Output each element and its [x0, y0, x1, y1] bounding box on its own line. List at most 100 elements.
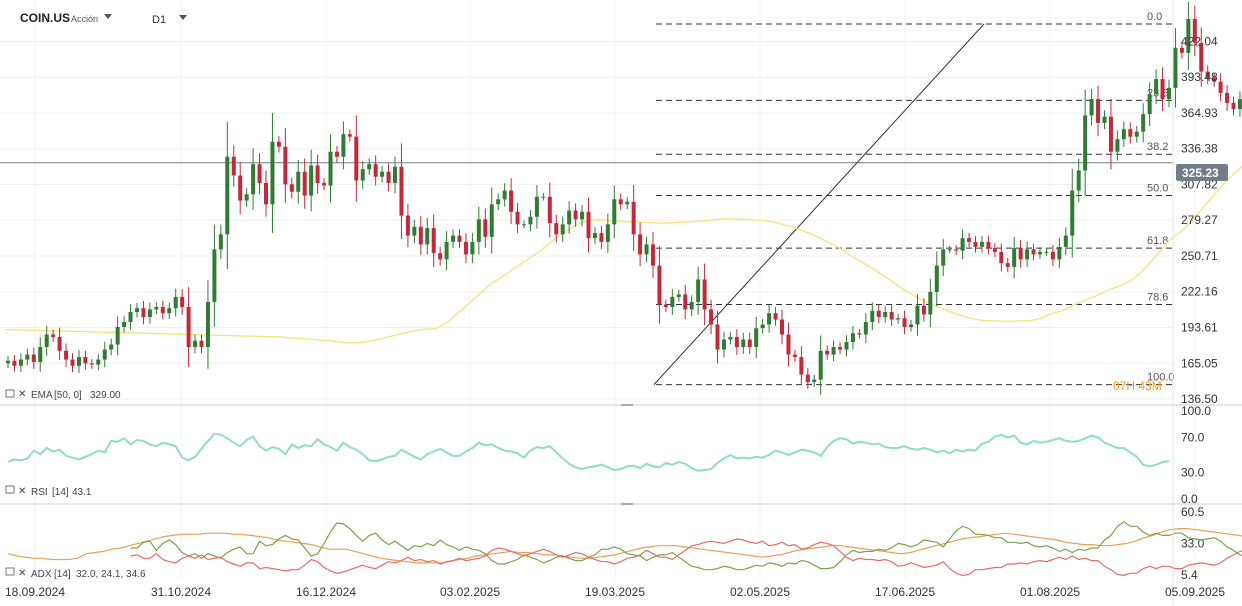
candle-body — [328, 151, 333, 186]
candle — [689, 295, 694, 317]
candle-body — [960, 238, 965, 251]
candle — [670, 289, 675, 315]
eye-icon[interactable] — [5, 567, 15, 576]
candle — [625, 197, 630, 210]
symbol-label[interactable]: COIN.US — [20, 11, 70, 25]
close-icon[interactable]: ✕ — [18, 486, 26, 497]
candle-body — [354, 136, 359, 181]
candle-body — [560, 224, 565, 235]
eye-icon[interactable] — [5, 389, 15, 398]
ema-line — [4, 165, 1242, 344]
candle-body — [476, 219, 481, 242]
candle — [560, 216, 565, 243]
candle-body — [528, 216, 533, 225]
candle — [721, 331, 726, 358]
candle — [380, 165, 385, 183]
candle-body — [489, 204, 494, 237]
candle-body — [334, 151, 339, 157]
candle-body — [850, 333, 855, 343]
candle-body — [1083, 115, 1088, 171]
candle-body — [792, 354, 797, 358]
candle-body — [289, 184, 294, 192]
candle — [360, 160, 365, 189]
candle — [1237, 91, 1242, 117]
candle-body — [483, 219, 488, 237]
candle — [799, 346, 804, 386]
candle-body — [592, 233, 597, 239]
candle — [754, 316, 759, 359]
candle-body — [1102, 116, 1107, 123]
close-icon[interactable]: ✕ — [18, 568, 26, 579]
candle — [1147, 82, 1152, 126]
candle — [780, 309, 784, 345]
candle-body — [302, 171, 307, 196]
candle — [612, 185, 617, 239]
candle-body — [979, 241, 984, 247]
chart-grid — [0, 0, 1196, 580]
candle-body — [586, 211, 591, 239]
candle — [302, 158, 307, 209]
x-tick-label: 17.06.2025 — [875, 585, 935, 599]
candle-body — [522, 224, 526, 226]
candle — [773, 306, 778, 326]
candle — [586, 197, 591, 253]
candle — [876, 304, 881, 324]
candle — [418, 216, 423, 256]
candle-body — [1063, 235, 1068, 247]
close-icon[interactable]: ✕ — [18, 389, 26, 400]
adx-params: [14] — [54, 569, 71, 580]
candle — [605, 213, 610, 253]
candle-countdown: 07H 43M — [1113, 379, 1162, 393]
candle-body — [1160, 79, 1165, 100]
pane-resize-handle[interactable] — [621, 503, 633, 505]
candle-body — [805, 374, 810, 383]
candle — [296, 159, 301, 204]
candle-body — [663, 304, 668, 307]
candle — [1083, 89, 1088, 197]
caret-down-icon[interactable] — [104, 14, 112, 19]
candle — [502, 183, 507, 207]
candle-body — [270, 141, 275, 205]
candle — [767, 304, 772, 333]
candle-body — [1012, 248, 1017, 267]
candle — [1231, 96, 1236, 116]
candle — [283, 127, 288, 204]
candle-body — [1108, 116, 1113, 152]
candle — [651, 232, 655, 278]
candle — [347, 129, 352, 142]
adx-legend[interactable]: ✕ ADX [14] 32.0, 24.1, 34.6 — [5, 567, 146, 580]
candle-body — [12, 360, 17, 366]
ema-legend[interactable]: ✕ EMA [50, 0] 329.00 — [5, 389, 121, 401]
candle — [831, 340, 836, 362]
candle — [1225, 85, 1230, 111]
candle-body — [1050, 251, 1055, 260]
rsi-legend[interactable]: ✕ RSI [14] 43.1 — [5, 485, 92, 498]
candle — [25, 348, 30, 366]
candle — [870, 302, 875, 331]
candle — [1179, 42, 1184, 59]
candle — [6, 356, 10, 369]
candle-body — [257, 164, 262, 184]
eye-icon[interactable] — [5, 485, 15, 494]
candle-body — [1096, 99, 1101, 123]
candle-body — [825, 350, 830, 355]
candle-body — [573, 210, 578, 220]
candle — [1012, 236, 1017, 279]
candle-body — [199, 340, 204, 348]
candle — [599, 225, 604, 250]
candle-body — [915, 305, 920, 325]
candle — [160, 300, 165, 320]
candle-body — [696, 279, 701, 302]
trendline[interactable] — [653, 23, 985, 385]
pane-resize-handle[interactable] — [621, 404, 633, 406]
candle-body — [438, 253, 443, 260]
timeframe-label[interactable]: D1 — [152, 14, 166, 26]
candle-body — [599, 233, 604, 242]
candle-body — [147, 309, 152, 317]
fib-level-label: 38.2 — [1147, 141, 1168, 153]
dmi-plus-line — [130, 520, 1242, 571]
y-tick-label: 336.38 — [1181, 142, 1218, 156]
timeframe-caret-down-icon[interactable] — [179, 15, 187, 20]
